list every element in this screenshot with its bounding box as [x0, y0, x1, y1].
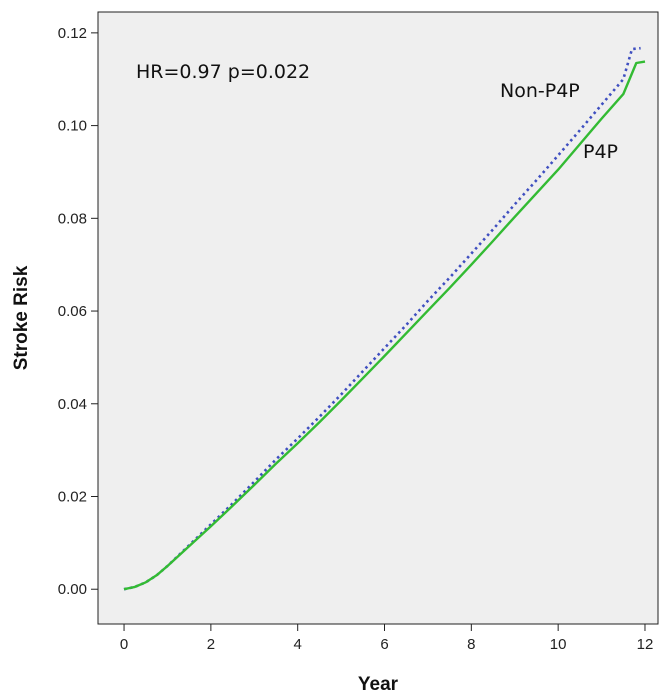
hazard-ratio-annotation: HR=0.97 p=0.022 — [136, 61, 310, 83]
y-axis-title: Stroke Risk — [11, 265, 32, 370]
x-tick-label: 12 — [637, 636, 654, 653]
x-tick-label: 6 — [380, 636, 388, 653]
y-tick-label: 0.08 — [58, 210, 87, 227]
x-axis-title: Year — [358, 674, 399, 695]
series-layer — [123, 46, 646, 591]
legend-label-p4p: P4P — [583, 141, 618, 163]
plot-area — [97, 11, 659, 625]
x-tick-label: 8 — [467, 636, 475, 653]
x-axis: 0 2 4 6 8 10 12 — [120, 624, 653, 653]
legend-label-non-p4p: Non-P4P — [500, 80, 580, 102]
x-tick-label: 0 — [120, 636, 128, 653]
y-tick-label: 0.10 — [58, 118, 87, 135]
x-tick-label: 10 — [550, 636, 567, 653]
y-tick-label: 0.00 — [58, 581, 87, 598]
y-tick-label: 0.02 — [58, 489, 87, 506]
x-tick-label: 4 — [294, 636, 302, 653]
y-tick-label: 0.06 — [58, 303, 87, 320]
y-tick-label: 0.12 — [58, 25, 87, 42]
series-line-p4p — [123, 60, 646, 591]
y-axis: 0.00 0.02 0.04 0.06 0.08 0.10 0.12 — [58, 25, 98, 598]
x-tick-label: 2 — [207, 636, 215, 653]
y-tick-label: 0.04 — [58, 396, 87, 413]
